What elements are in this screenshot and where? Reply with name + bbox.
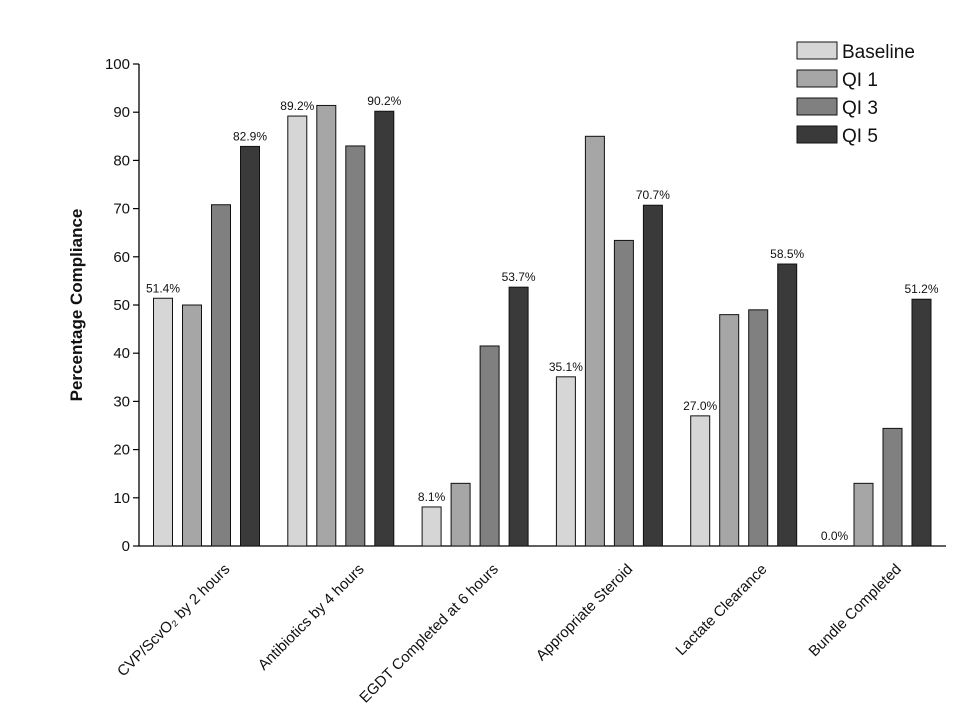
y-tick-label: 40 xyxy=(113,345,130,362)
bar xyxy=(240,145,260,547)
legend-label: QI 3 xyxy=(842,98,878,119)
bar xyxy=(182,304,202,547)
data-label: 27.0% xyxy=(683,399,717,413)
bar xyxy=(153,297,173,547)
y-tick-label: 90 xyxy=(113,104,130,121)
bar xyxy=(287,115,308,547)
bars xyxy=(153,104,932,547)
y-tick-label: 30 xyxy=(113,393,130,410)
bar xyxy=(211,204,231,547)
bar xyxy=(777,263,798,547)
bar xyxy=(345,145,366,547)
bar xyxy=(450,482,471,547)
legend-swatch xyxy=(796,69,838,88)
category-label: Antibiotics by 4 hours xyxy=(255,561,368,674)
data-label: 82.9% xyxy=(233,129,267,143)
data-label: 58.5% xyxy=(770,247,804,261)
bar xyxy=(479,345,500,547)
y-tick-label: 50 xyxy=(113,297,130,314)
data-label: 35.1% xyxy=(549,360,583,374)
legend-label: Baseline xyxy=(842,42,915,63)
category-label: EGDT Completed at 6 hours xyxy=(356,561,502,707)
legend-label: QI 5 xyxy=(842,126,878,147)
data-label: 51.4% xyxy=(146,281,180,295)
bar xyxy=(508,286,529,547)
legend-swatch xyxy=(796,97,838,116)
category-labels: CVP/ScvO₂ by 2 hours Antibiotics by 4 hou… xyxy=(114,561,905,707)
data-label: 90.2% xyxy=(367,94,401,108)
bar xyxy=(374,110,395,547)
y-axis-label: Percentage Compliance xyxy=(67,209,86,402)
bar xyxy=(555,376,576,547)
category-label: Appropriate Steroid xyxy=(533,561,636,664)
y-tick-label: 70 xyxy=(113,201,130,218)
y-tick-label: 60 xyxy=(113,249,130,266)
data-label: 8.1% xyxy=(418,490,446,504)
category-label: Bundle Completed xyxy=(806,561,905,660)
y-tick-label: 20 xyxy=(113,442,130,459)
legend-label: QI 1 xyxy=(842,70,878,91)
legend-swatch xyxy=(796,41,838,60)
legend: Baseline QI 1 QI 3 QI 5 xyxy=(796,41,915,147)
data-label: 53.7% xyxy=(502,270,536,284)
y-tick-label: 0 xyxy=(122,538,130,555)
bar xyxy=(853,482,874,547)
y-tick-label: 100 xyxy=(105,56,130,73)
data-labels: 51.4% 82.9% 89.2% 90.2% 8.1% 53.7% 35.1% 70.7% 2… xyxy=(146,94,939,543)
data-label: 70.7% xyxy=(636,188,670,202)
bar xyxy=(584,135,605,547)
bar xyxy=(642,204,663,547)
bar xyxy=(911,298,932,547)
data-label: 0.0% xyxy=(821,529,849,543)
data-label: 51.2% xyxy=(904,282,938,296)
axes: 0 10 20 30 40 50 60 70 80 90 100 xyxy=(105,56,946,555)
legend-swatch xyxy=(796,125,838,144)
bar xyxy=(613,239,634,547)
y-tick-label: 10 xyxy=(113,490,130,507)
data-label: 89.2% xyxy=(280,99,314,113)
bar xyxy=(748,309,769,547)
category-label: Lactate Clearance xyxy=(672,561,770,659)
bar xyxy=(316,104,337,547)
bar xyxy=(421,506,442,547)
y-tick-label: 80 xyxy=(113,152,130,169)
category-label: CVP/ScvO₂ by 2 hours xyxy=(114,561,233,680)
bar xyxy=(690,415,711,547)
bar xyxy=(719,314,740,547)
bar xyxy=(882,427,903,547)
